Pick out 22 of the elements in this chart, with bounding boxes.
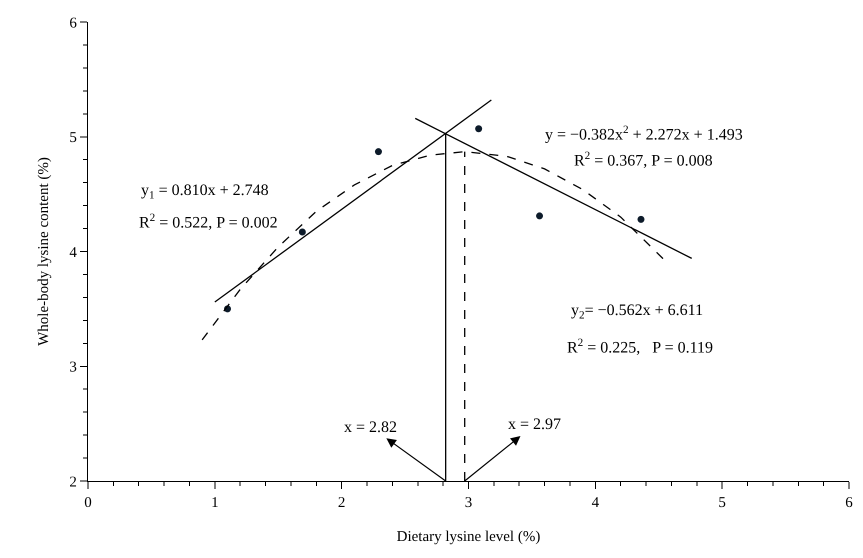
y-tick-label: 4 bbox=[69, 244, 78, 261]
x-tick-label: 1 bbox=[211, 495, 219, 512]
annotation: y = −0.382x$^{2}$ + 2.272x + 1.493 bbox=[545, 124, 743, 144]
x-tick-label: 4 bbox=[592, 495, 600, 512]
x-tick-label: 6 bbox=[845, 495, 854, 512]
x-tick-label: 0 bbox=[84, 495, 92, 512]
y-tick-label: 5 bbox=[69, 130, 77, 146]
annotation: y$_{1}$ = 0.810x + 2.748 bbox=[141, 182, 269, 202]
annotation: R$^{2}$ = 0.225, P = 0.119 bbox=[567, 337, 714, 357]
annotation: R$^{2}$ = 0.367, P = 0.008 bbox=[574, 150, 713, 170]
annotation: R$^{2}$ = 0.522, P = 0.002 bbox=[139, 212, 278, 232]
y-tick-label: 2 bbox=[69, 474, 77, 490]
y-tick-label: 6 bbox=[69, 15, 78, 32]
annotation: y$_{2}$= −0.562x + 6.611 bbox=[571, 302, 704, 322]
x-tick-label: 3 bbox=[464, 495, 472, 512]
y-axis-title: Whole-body lysine content (%) bbox=[36, 157, 52, 346]
x-tick-label: 2 bbox=[338, 495, 346, 512]
y-tick-label: 3 bbox=[69, 360, 77, 376]
x-axis-title: Dietary lysine level (%) bbox=[396, 529, 540, 546]
annotation: x = 2.97 bbox=[508, 416, 562, 433]
x-tick-label: 5 bbox=[718, 495, 726, 512]
annotation: x = 2.82 bbox=[344, 419, 398, 436]
